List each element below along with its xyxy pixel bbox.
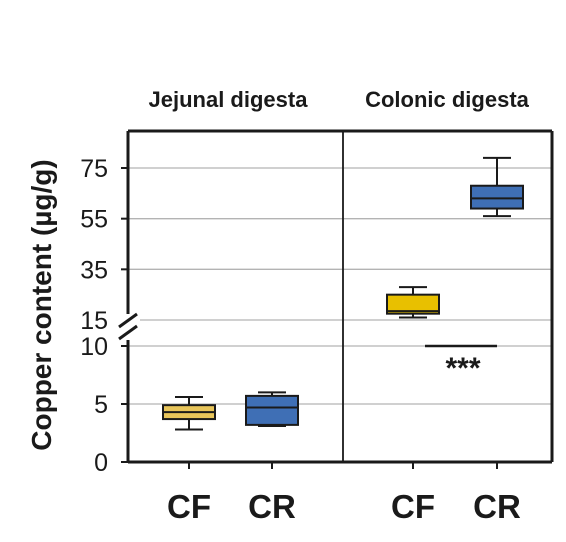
- y-tick-label: 35: [80, 256, 108, 284]
- y-axis-label: Copper content (µg/g): [26, 159, 57, 450]
- y-tick-label: 15: [80, 307, 108, 335]
- box-cr: [245, 394, 299, 426]
- x-tick-label: CF: [391, 488, 435, 525]
- panel-title: Jejunal digesta: [149, 87, 309, 112]
- y-tick-label: 55: [80, 206, 108, 234]
- y-tick-label: 0: [94, 449, 108, 477]
- axis-break-mark: [118, 324, 138, 341]
- axis-break-gap: [118, 314, 140, 340]
- x-tick-label: CR: [473, 488, 521, 525]
- y-tick-label: 10: [80, 333, 108, 361]
- significance-label: ***: [445, 352, 480, 385]
- box-cr: [470, 184, 524, 210]
- axis-break-mark: [118, 312, 138, 329]
- y-tick-label: 75: [80, 155, 108, 183]
- x-tick-label: CR: [248, 488, 296, 525]
- y-tick-label: 5: [94, 391, 108, 419]
- box-cf: [386, 293, 440, 315]
- panel-title: Colonic digesta: [365, 87, 530, 112]
- x-tick-label: CF: [167, 488, 211, 525]
